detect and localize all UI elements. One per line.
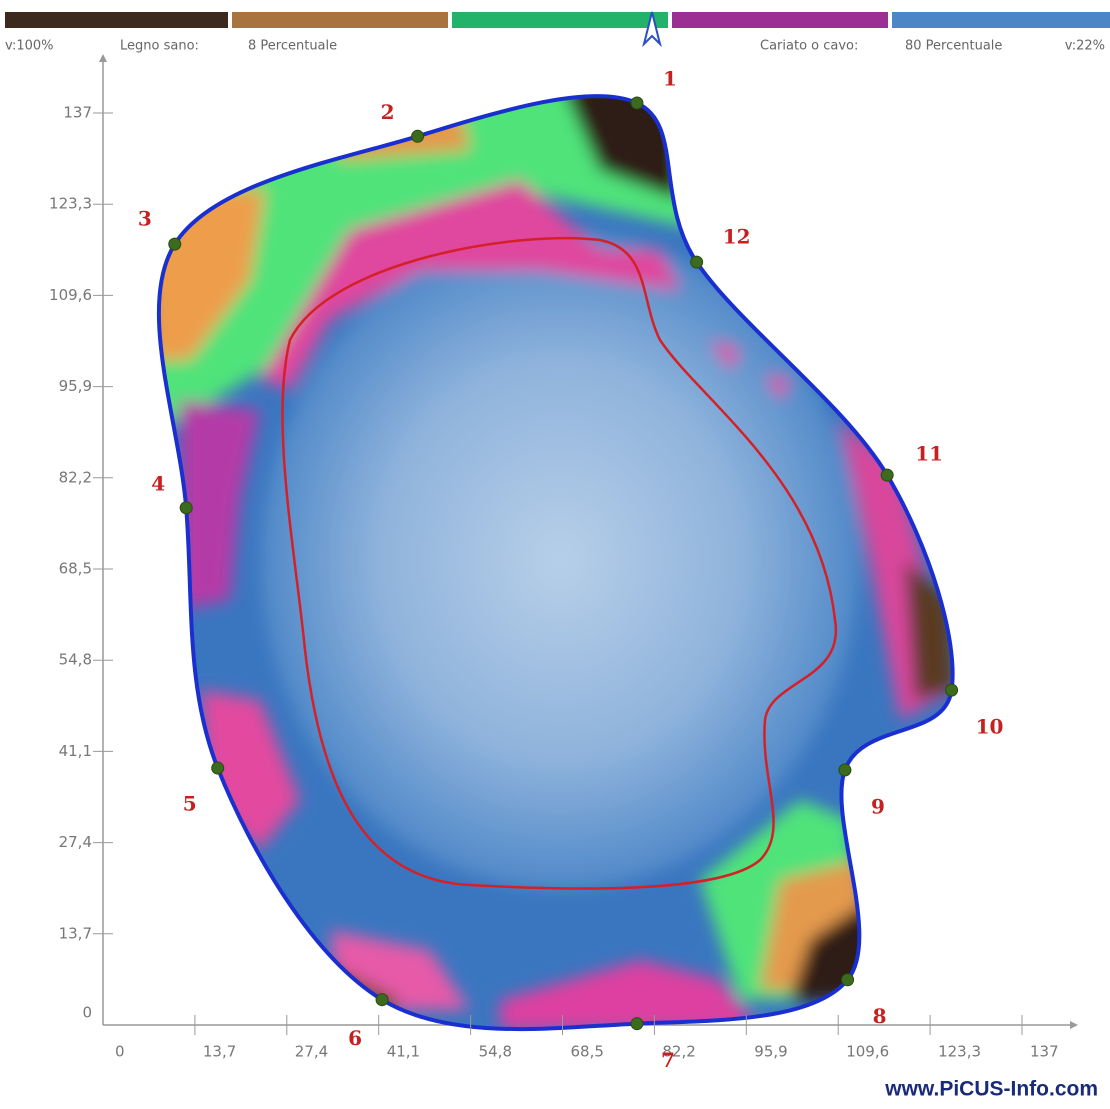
legend-text: Legno sano: [120, 39, 199, 54]
y-tick-label: 0 [82, 1004, 92, 1022]
sensor-label: 11 [915, 442, 943, 466]
legend-text: Cariato o cavo: [760, 39, 858, 54]
sensor-label: 5 [183, 792, 197, 816]
y-tick-label: 109,6 [49, 286, 92, 304]
y-tick-label: 68,5 [59, 560, 92, 578]
legend-text: v:100% [5, 39, 54, 54]
y-tick-label: 27,4 [59, 833, 92, 851]
sensor [179, 501, 193, 515]
x-tick-label: 137 [1030, 1043, 1059, 1061]
x-tick-label: 68,5 [571, 1043, 604, 1061]
sensor-label: 12 [723, 225, 751, 249]
inner-outline [281, 236, 838, 890]
watermark: www.PiCUS-Info.com [884, 1078, 1098, 1101]
x-tick-label: 13,7 [203, 1043, 236, 1061]
x-tick-label: 27,4 [295, 1043, 328, 1061]
x-tick-label: 123,3 [938, 1043, 981, 1061]
sensor-label: 3 [138, 207, 152, 231]
sensor-label: 6 [348, 1026, 362, 1050]
sensor-label: 9 [871, 795, 885, 819]
sensor [838, 763, 852, 777]
tomogram-fill [158, 96, 953, 1030]
sensor [211, 761, 225, 775]
sensor-label: 7 [661, 1048, 675, 1072]
y-tick-label: 82,2 [59, 468, 92, 486]
sensor [880, 468, 894, 482]
sensor-label: 4 [151, 471, 165, 495]
y-tick-label: 13,7 [59, 924, 92, 942]
legend-text: v:22% [1065, 39, 1105, 54]
sensor [841, 973, 855, 987]
sensor [690, 255, 704, 269]
sensor-label: 8 [873, 1004, 887, 1028]
legend-bar [5, 11, 1110, 48]
x-tick-label: 0 [115, 1043, 125, 1061]
y-tick-label: 137 [63, 104, 92, 122]
x-tick-label: 54,8 [479, 1043, 512, 1061]
x-tick-label: 109,6 [846, 1043, 889, 1061]
y-tick-label: 95,9 [59, 377, 92, 395]
x-tick-label: 41,1 [387, 1043, 420, 1061]
y-tick-label: 54,8 [59, 651, 92, 669]
sensor [411, 129, 425, 143]
sensor-label: 10 [976, 715, 1004, 739]
legend-text: 8 Percentuale [248, 39, 337, 54]
sensor [168, 237, 182, 251]
sensor [945, 683, 959, 697]
y-tick-label: 123,3 [49, 195, 92, 213]
y-tick-label: 41,1 [59, 742, 92, 760]
legend-text: 80 Percentuale [905, 39, 1002, 54]
x-tick-label: 82,2 [662, 1043, 695, 1061]
sensor-label: 1 [663, 67, 677, 91]
x-tick-label: 95,9 [754, 1043, 787, 1061]
sensor [375, 993, 389, 1007]
sensor-label: 2 [381, 100, 395, 124]
sensor [630, 1017, 644, 1031]
sensor [630, 96, 644, 110]
